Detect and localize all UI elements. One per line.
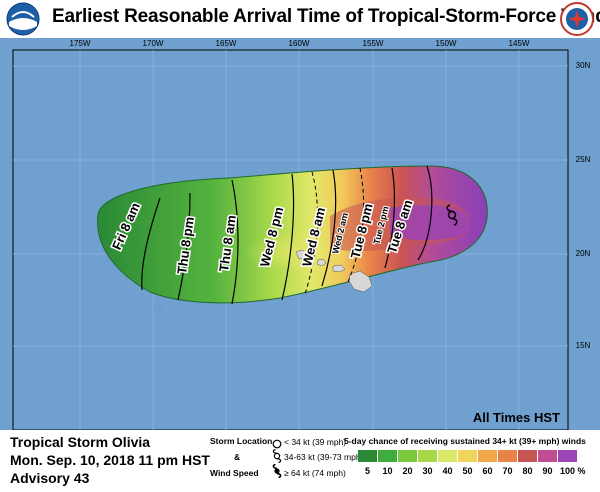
- colorbar-swatch: [398, 450, 417, 462]
- colorbar-label: 5: [364, 466, 370, 476]
- lat-label: 25N: [576, 155, 591, 164]
- colorbar-label: 60: [482, 466, 493, 476]
- colorbar-label: 80: [522, 466, 533, 476]
- colorbar-label: 20: [402, 466, 413, 476]
- open-circle-icon: [272, 436, 282, 449]
- lon-label: 155W: [363, 39, 384, 48]
- colorbar-swatch: [438, 450, 457, 462]
- lat-label: 15N: [576, 341, 591, 350]
- lat-label: 20N: [576, 249, 591, 258]
- colorbar-swatch: [498, 450, 517, 462]
- colorbar-swatch: [378, 450, 397, 462]
- map: 175W 170W 165W 160W 155W 150W 145W 30N 2…: [0, 38, 600, 431]
- legend-title-location: Storm Location: [210, 436, 273, 446]
- lon-label: 160W: [289, 39, 310, 48]
- lat-label: 30N: [576, 61, 591, 70]
- colorbar-swatch: [458, 450, 477, 462]
- lon-label: 165W: [216, 39, 237, 48]
- colorbar-label: 30: [422, 466, 433, 476]
- advisory-datetime: Mon. Sep. 10, 2018 11 pm HST: [10, 452, 210, 468]
- colorbar-label: 100 %: [560, 466, 586, 476]
- lat-labels: 30N 25N 20N 15N: [576, 61, 591, 350]
- timezone-note: All Times HST: [473, 410, 560, 425]
- legend-title-wind: Wind Speed: [210, 468, 259, 478]
- wind-category-1: < 34 kt (39 mph): [284, 437, 347, 447]
- isochrone-lines: [141, 165, 433, 305]
- storm-symbol-icon: [446, 204, 458, 226]
- page-title: Earliest Reasonable Arrival Time of Trop…: [52, 6, 600, 27]
- storm-name: Tropical Storm Olivia: [10, 434, 151, 450]
- nws-logo: [560, 2, 594, 36]
- colorbar-swatch: [538, 450, 557, 462]
- wind-category-3: ≥ 64 kt (74 mph): [284, 468, 346, 478]
- island-chain: [158, 248, 373, 312]
- lon-labels: 175W 170W 165W 160W 155W 150W 145W: [70, 39, 530, 48]
- colorbar-swatch: [518, 450, 537, 462]
- colorbar-swatch: [558, 450, 577, 462]
- probability-legend-title: 5-day chance of receiving sustained 34+ …: [344, 436, 586, 446]
- noaa-logo: [6, 2, 40, 36]
- lon-label: 175W: [70, 39, 91, 48]
- colorbar-label: 10: [382, 466, 393, 476]
- colorbar-label: 50: [462, 466, 473, 476]
- advisory-number: Advisory 43: [10, 470, 90, 486]
- tropical-storm-icon: [270, 448, 284, 464]
- colorbar-swatch: [478, 450, 497, 462]
- wind-category-2: 34-63 kt (39-73 mph): [284, 452, 364, 462]
- hurricane-icon: [270, 463, 284, 479]
- lon-label: 170W: [143, 39, 164, 48]
- colorbar-swatch: [358, 450, 377, 462]
- colorbar-swatch: [418, 450, 437, 462]
- legend-ampersand: &: [234, 452, 241, 462]
- lon-label: 145W: [509, 39, 530, 48]
- header: Earliest Reasonable Arrival Time of Trop…: [0, 0, 600, 38]
- isochrone-dashed: [304, 167, 365, 295]
- lon-label: 150W: [436, 39, 457, 48]
- probability-colorbar: 5 10 20 30 40 50 60 70 80 90 100 %: [358, 444, 598, 492]
- footer: Tropical Storm Olivia Mon. Sep. 10, 2018…: [0, 430, 600, 492]
- colorbar-label: 70: [502, 466, 513, 476]
- colorbar-label: 90: [542, 466, 553, 476]
- colorbar-label: 40: [442, 466, 453, 476]
